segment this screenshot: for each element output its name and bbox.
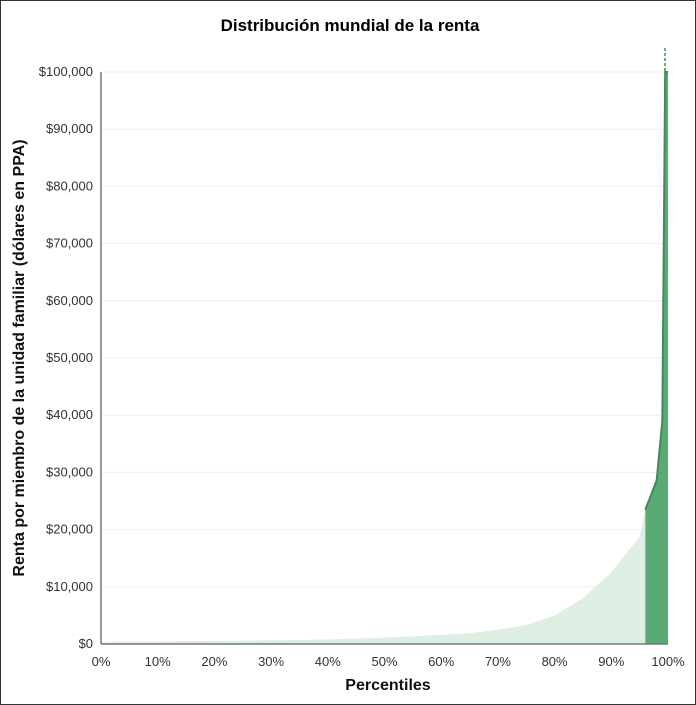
axes bbox=[100, 72, 668, 645]
x-tick-label: 0% bbox=[92, 654, 111, 669]
x-tick-label: 50% bbox=[371, 654, 397, 669]
x-tick-label: 100% bbox=[651, 654, 685, 669]
y-tick-labels: $0 $10,000 $20,000 $30,000 $40,000 $50,000 $60… bbox=[39, 64, 93, 651]
grid-lines bbox=[101, 71, 668, 588]
x-tick-label: 20% bbox=[201, 654, 227, 669]
y-tick-label: $10,000 bbox=[46, 579, 93, 594]
x-tick-label: 40% bbox=[315, 654, 341, 669]
area-series-2 bbox=[645, 72, 668, 644]
y-tick-label: $40,000 bbox=[46, 407, 93, 422]
y-tick-label: $0 bbox=[79, 636, 93, 651]
x-tick-label: 60% bbox=[428, 654, 454, 669]
y-tick-label: $90,000 bbox=[46, 121, 93, 136]
area-series-1 bbox=[101, 509, 646, 644]
highlight-line bbox=[644, 71, 668, 510]
chart-title: Distribución mundial de la renta bbox=[221, 16, 480, 35]
x-axis-label: Percentiles bbox=[345, 677, 430, 694]
x-tick-label: 80% bbox=[542, 654, 568, 669]
y-tick-label: $30,000 bbox=[46, 464, 93, 479]
x-tick-label: 70% bbox=[485, 654, 511, 669]
x-tick-label: 10% bbox=[145, 654, 171, 669]
y-tick-label: $50,000 bbox=[46, 350, 93, 365]
x-tick-label: 90% bbox=[598, 654, 624, 669]
y-tick-label: $20,000 bbox=[46, 522, 93, 537]
y-tick-label: $100,000 bbox=[39, 64, 93, 79]
x-tick-labels: 0% 10% 20% 30% 40% 50% 60% 70% 80% 90% 100% bbox=[92, 654, 685, 669]
y-axis-label: Renta por miembro de la unidad familiar … bbox=[11, 139, 28, 576]
y-tick-label: $60,000 bbox=[46, 293, 93, 308]
plot-area bbox=[101, 48, 668, 644]
x-tick-label: 30% bbox=[258, 654, 284, 669]
y-tick-label: $80,000 bbox=[46, 178, 93, 193]
y-tick-label: $70,000 bbox=[46, 236, 93, 251]
